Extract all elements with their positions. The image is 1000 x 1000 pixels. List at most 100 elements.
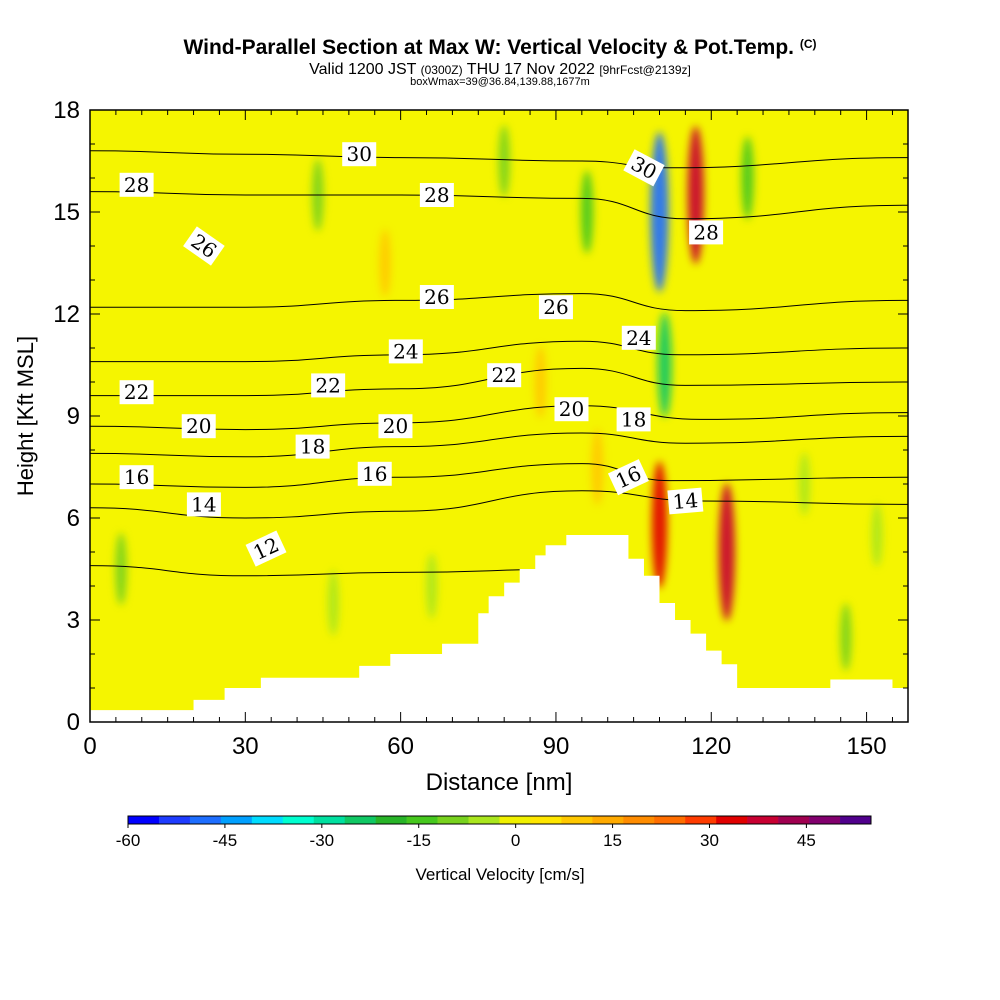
contour-label: 14 — [667, 487, 704, 515]
contour-label-text: 20 — [559, 397, 584, 421]
x-tick-label: 120 — [691, 733, 731, 760]
x-tick-label: 90 — [543, 733, 570, 760]
contour-label: 16 — [119, 465, 154, 490]
contour-label: 26 — [419, 285, 454, 309]
contour-label-text: 14 — [672, 488, 699, 514]
x-tick-label: 60 — [387, 733, 414, 760]
colorbar-swatch — [685, 816, 717, 824]
contour-label: 28 — [419, 183, 454, 207]
colorbar-swatch — [220, 816, 253, 824]
contour-label: 20 — [554, 397, 589, 422]
contour-label-box — [311, 373, 346, 398]
colorbar-tick-label: 0 — [511, 831, 520, 850]
contour-label: 24 — [388, 339, 423, 364]
valid-time: Valid 1200 JST — [309, 61, 417, 78]
velocity-feature — [651, 461, 668, 589]
contour-label: 22 — [119, 380, 154, 405]
velocity-feature — [534, 346, 547, 418]
contour-label: 14 — [186, 492, 221, 517]
contour-label-box — [357, 461, 392, 486]
contour-label-text: 22 — [315, 373, 340, 397]
velocity-feature — [657, 312, 672, 418]
colorbar-swatch — [592, 816, 624, 824]
colorbar-swatch — [251, 816, 284, 824]
contour-label-box — [119, 172, 154, 197]
contour-label-text: 28 — [424, 183, 449, 207]
velocity-feature — [840, 603, 852, 671]
contour-label-box — [378, 414, 413, 439]
contour-label-text: 30 — [346, 142, 371, 166]
contour-label-box — [119, 380, 154, 405]
theta-contour — [90, 432, 908, 458]
contour-label-text: 26 — [424, 285, 449, 309]
contour-label: 20 — [181, 414, 216, 439]
contour-label-box — [181, 414, 216, 439]
colorbar-swatch — [747, 816, 779, 824]
contour-label-box — [487, 363, 522, 388]
contour-label: 28 — [689, 220, 724, 245]
contour-label-text: 26 — [543, 295, 568, 319]
colorbar-swatch — [778, 816, 810, 824]
theta-contour — [90, 191, 908, 220]
velocity-feature — [871, 503, 883, 567]
contour-label-box — [689, 220, 724, 245]
colorbar-tick-label: -30 — [310, 831, 335, 850]
contour-label-text: 20 — [186, 414, 211, 438]
valid-utc: (0300Z) — [420, 63, 463, 77]
colorbar-swatch — [189, 816, 222, 824]
theta-contour — [90, 463, 908, 488]
colorbar-swatch — [809, 816, 841, 824]
y-tick-label: 9 — [67, 403, 80, 430]
y-tick-label: 18 — [53, 97, 80, 124]
contour-label: 30 — [342, 142, 377, 167]
contour-label-text: 16 — [362, 462, 387, 486]
colorbar-swatch — [499, 816, 531, 824]
copyright-mark: (C) — [799, 37, 817, 51]
y-axis-label: Height [Kft MSL] — [13, 336, 38, 496]
colorbar-tick-label: -15 — [406, 831, 431, 850]
contour-label: 20 — [378, 414, 413, 439]
theta-contour — [90, 150, 908, 169]
contour-label: 18 — [616, 407, 651, 432]
chart-subtitle: Valid 1200 JST (0300Z) THU 17 Nov 2022 [… — [0, 61, 1000, 79]
colorbar-tick-label: 15 — [603, 831, 622, 850]
contour-label: 26 — [538, 295, 573, 320]
velocity-feature — [798, 452, 810, 516]
contour-label-text: 24 — [626, 326, 651, 350]
contour-label-box — [538, 295, 573, 320]
contour-label-box — [388, 339, 423, 364]
theta-contours — [90, 150, 908, 577]
contour-label: 24 — [621, 325, 656, 350]
contour-label-text: 24 — [393, 339, 418, 363]
x-axis-label: Distance [nm] — [426, 769, 573, 796]
contour-label-text: 16 — [124, 465, 149, 489]
velocity-feature — [327, 570, 339, 636]
contour-label-box — [554, 397, 589, 422]
colorbar-swatch — [344, 816, 376, 824]
theta-contour — [90, 293, 908, 312]
box-info: boxWmax=39@36.84,139.88,1677m — [410, 76, 590, 88]
velocity-feature — [650, 132, 669, 292]
colorbar-tick-label: -60 — [116, 831, 141, 850]
contour-label-text: 22 — [124, 380, 149, 404]
velocity-feature — [115, 533, 127, 605]
colorbar-swatch — [623, 816, 655, 824]
colorbar-swatch — [530, 816, 562, 824]
colorbar-swatch — [561, 816, 593, 824]
velocity-feature — [498, 125, 510, 197]
colorbar-tick-label: 45 — [797, 831, 816, 850]
contour-label-text: 22 — [491, 363, 516, 387]
velocity-feature — [741, 136, 754, 220]
contour-label-box — [616, 407, 651, 432]
velocity-field — [115, 125, 883, 671]
colorbar-swatch — [375, 816, 407, 824]
contour-label-text: 28 — [124, 173, 149, 197]
contour-label: 22 — [311, 373, 346, 398]
y-tick-label: 3 — [67, 607, 80, 634]
chart-title: Wind-Parallel Section at Max W: Vertical… — [183, 36, 817, 59]
terrain — [90, 535, 908, 722]
contour-label-box — [667, 487, 704, 515]
velocity-feature — [718, 483, 735, 621]
contour-label-box — [119, 465, 154, 490]
